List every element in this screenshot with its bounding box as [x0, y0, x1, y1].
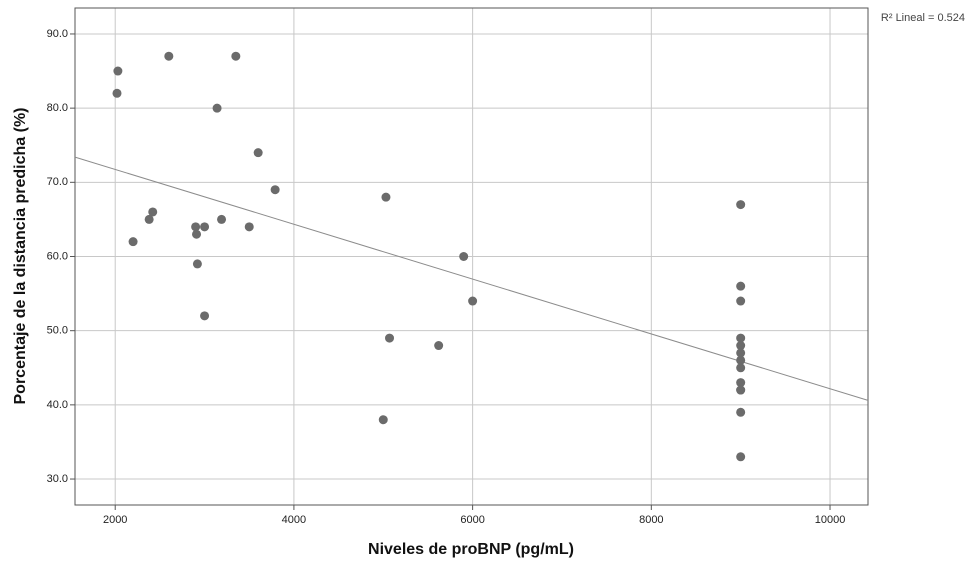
y-tick-label: 80.0	[47, 102, 68, 114]
data-point	[164, 51, 174, 61]
y-tick-label: 60.0	[47, 250, 68, 262]
data-point	[736, 407, 746, 417]
data-point	[253, 148, 263, 158]
data-point	[736, 341, 746, 351]
r2-annotation: R² Lineal = 0.524	[881, 12, 965, 24]
data-point	[270, 185, 280, 195]
data-point	[736, 363, 746, 373]
data-point	[200, 222, 210, 232]
data-point	[736, 200, 746, 210]
data-point	[244, 222, 254, 232]
data-point	[192, 259, 202, 269]
data-point	[736, 452, 746, 462]
data-point	[217, 214, 227, 224]
x-tick-label: 8000	[639, 514, 663, 526]
data-point	[144, 214, 154, 224]
data-point	[385, 333, 395, 343]
data-point	[128, 237, 138, 247]
data-point	[736, 296, 746, 306]
y-axis-title: Porcentaje de la distancia predicha (%)	[12, 108, 29, 405]
data-point	[192, 229, 202, 239]
data-point	[200, 311, 210, 321]
x-tick-label: 4000	[282, 514, 306, 526]
x-axis-title: Niveles de proBNP (pg/mL)	[368, 541, 574, 558]
data-point	[148, 207, 158, 217]
data-point	[434, 341, 444, 351]
data-point	[736, 355, 746, 365]
data-point	[736, 378, 746, 388]
data-point	[459, 252, 469, 261]
data-point	[381, 192, 391, 202]
data-point	[231, 51, 241, 61]
data-point	[736, 333, 746, 343]
data-point	[736, 281, 746, 291]
data-point	[113, 66, 123, 76]
y-tick-label: 90.0	[47, 28, 68, 40]
data-point	[212, 103, 222, 113]
y-tick-label: 40.0	[47, 399, 68, 411]
y-tick-label: 30.0	[47, 473, 68, 485]
x-tick-label: 10000	[815, 514, 846, 526]
x-tick-label: 6000	[460, 514, 484, 526]
y-tick-label: 70.0	[47, 176, 68, 188]
data-point	[112, 88, 122, 98]
x-tick-label: 2000	[103, 514, 127, 526]
data-point	[191, 222, 201, 232]
y-tick-label: 50.0	[47, 325, 68, 337]
trend-line	[74, 156, 869, 401]
data-point	[468, 296, 478, 306]
data-point	[736, 348, 746, 358]
data-point	[736, 385, 746, 395]
data-point	[378, 415, 388, 425]
